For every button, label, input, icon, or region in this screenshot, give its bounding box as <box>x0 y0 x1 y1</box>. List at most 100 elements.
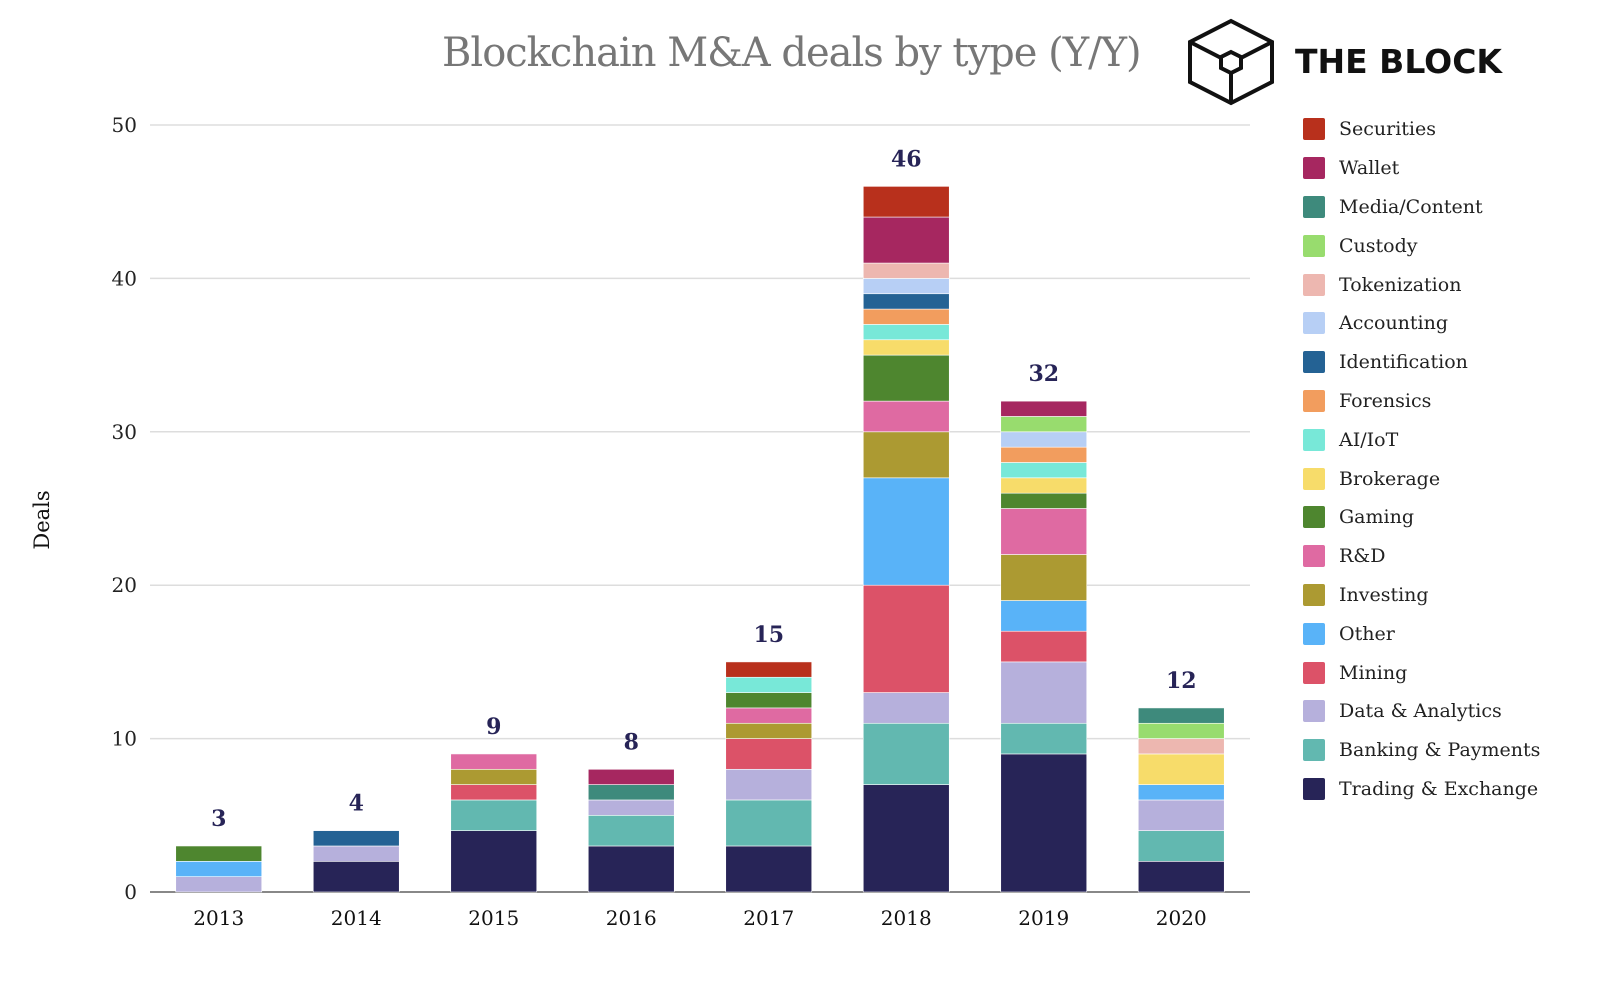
bar-segment-identification <box>312 830 400 847</box>
bar-segment-wallet <box>1000 400 1088 417</box>
legend-label: Custody <box>1339 234 1418 257</box>
legend-item: Forensics <box>1303 382 1540 421</box>
bar-segment-banking-payments <box>587 814 675 847</box>
legend-label: Brokerage <box>1339 467 1441 490</box>
bar-segment-trading-exchange <box>1137 861 1225 893</box>
bar-segment-trading-exchange <box>725 845 813 893</box>
x-tick-label: 2014 <box>331 906 382 930</box>
legend-swatch <box>1303 195 1325 218</box>
bar-segment-data-analytics <box>312 845 400 862</box>
legend-label: Securities <box>1339 118 1437 141</box>
bar-segment-investing <box>725 722 813 739</box>
bar-segment-wallet <box>862 216 950 264</box>
x-tick-label: 2016 <box>606 906 657 930</box>
legend-swatch <box>1303 118 1325 141</box>
bar-segment-banking-payments <box>450 799 538 831</box>
x-tick-label: 2018 <box>881 906 932 930</box>
legend-item: AI/IoT <box>1303 420 1540 459</box>
bar-segment-r-d <box>862 400 950 433</box>
bar-segment-media-content <box>587 784 675 801</box>
bar-segment-other <box>1000 600 1088 632</box>
legend-swatch <box>1303 351 1325 374</box>
bar-segment-investing <box>862 431 950 479</box>
bar-segment-securities <box>725 661 813 678</box>
bar-total-label: 32 <box>1028 361 1059 387</box>
legend-label: Trading & Exchange <box>1339 777 1539 800</box>
bar-segment-data-analytics <box>725 768 813 801</box>
bar-segment-mining <box>450 784 538 801</box>
bar-segment-gaming <box>1000 492 1088 509</box>
x-tick-label: 2019 <box>1018 906 1069 930</box>
bar-segment-media-content <box>1137 707 1225 724</box>
bar-segment-trading-exchange <box>587 845 675 893</box>
bar-segment-banking-payments <box>1000 722 1088 755</box>
legend-label: R&D <box>1339 545 1386 568</box>
x-tick-label: 2020 <box>1156 906 1207 930</box>
chart-title: Blockchain M&A deals by type (Y/Y) <box>442 30 1142 76</box>
legend-item: Gaming <box>1303 498 1540 537</box>
bar-segment-r-d <box>725 707 813 724</box>
bar-segment-gaming <box>725 692 813 709</box>
legend-swatch <box>1303 273 1325 296</box>
bar-segment-trading-exchange <box>312 861 400 893</box>
legend-item: Other <box>1303 614 1540 653</box>
legend-label: Forensics <box>1339 389 1432 412</box>
x-tick-label: 2017 <box>743 906 794 930</box>
legend-swatch <box>1303 428 1325 451</box>
legend-item: Custody <box>1303 226 1540 265</box>
legend-swatch <box>1303 234 1325 257</box>
bar-segment-custody <box>1137 722 1225 739</box>
bar-segment-forensics <box>862 308 950 325</box>
bar-segment-trading-exchange <box>1000 753 1088 893</box>
bar-segment-ai-iot <box>1000 462 1088 479</box>
bar-segment-other <box>862 477 950 586</box>
bar-segment-banking-payments <box>1137 830 1225 862</box>
bar-segment-data-analytics <box>862 692 950 724</box>
y-tick-label: 30 <box>112 420 137 444</box>
legend-item: Tokenization <box>1303 265 1540 304</box>
bar-segment-gaming <box>862 354 950 402</box>
legend-swatch <box>1303 389 1325 412</box>
bar-segment-brokerage <box>1000 477 1088 494</box>
legend-label: Data & Analytics <box>1339 700 1502 723</box>
bar-segment-ai-iot <box>725 676 813 693</box>
legend-label: Wallet <box>1339 157 1400 180</box>
bar-segment-gaming <box>175 845 263 862</box>
legend-item: Trading & Exchange <box>1303 770 1540 809</box>
brand-name: THE BLOCK <box>1295 42 1503 81</box>
the-block-logo-icon <box>1188 18 1274 106</box>
bar-segment-trading-exchange <box>862 784 950 893</box>
bar-segment-identification <box>862 293 950 310</box>
bar-total-label: 46 <box>891 146 922 172</box>
bar-segment-data-analytics <box>1137 799 1225 831</box>
bar-segment-other <box>1137 784 1225 801</box>
legend-label: AI/IoT <box>1339 428 1399 451</box>
legend-label: Accounting <box>1339 312 1449 335</box>
legend-item: Mining <box>1303 653 1540 692</box>
legend-label: Tokenization <box>1339 273 1462 296</box>
y-tick-label: 0 <box>124 880 137 904</box>
bar-segment-accounting <box>862 278 950 295</box>
bar-segment-data-analytics <box>175 876 263 893</box>
bar-segment-forensics <box>1000 446 1088 463</box>
y-axis-label: Deals <box>30 490 54 549</box>
legend-item: Securities <box>1303 110 1540 149</box>
legend-item: Media/Content <box>1303 188 1540 227</box>
legend-swatch <box>1303 661 1325 684</box>
legend-item: Data & Analytics <box>1303 692 1540 731</box>
y-tick-label: 10 <box>112 727 137 751</box>
legend-swatch <box>1303 312 1325 335</box>
legend-item: Wallet <box>1303 149 1540 188</box>
x-tick-label: 2013 <box>193 906 244 930</box>
bar-segment-brokerage <box>862 339 950 356</box>
bar-total-label: 4 <box>349 791 364 817</box>
legend-swatch <box>1303 583 1325 606</box>
legend-label: Gaming <box>1339 506 1414 529</box>
y-tick-label: 50 <box>112 113 137 137</box>
bar-segment-mining <box>1000 630 1088 663</box>
bar-segment-investing <box>1000 554 1088 601</box>
bar-segment-r-d <box>1000 508 1088 555</box>
legend-item: Accounting <box>1303 304 1540 343</box>
legend-label: Identification <box>1339 351 1468 374</box>
legend-label: Mining <box>1339 661 1408 684</box>
